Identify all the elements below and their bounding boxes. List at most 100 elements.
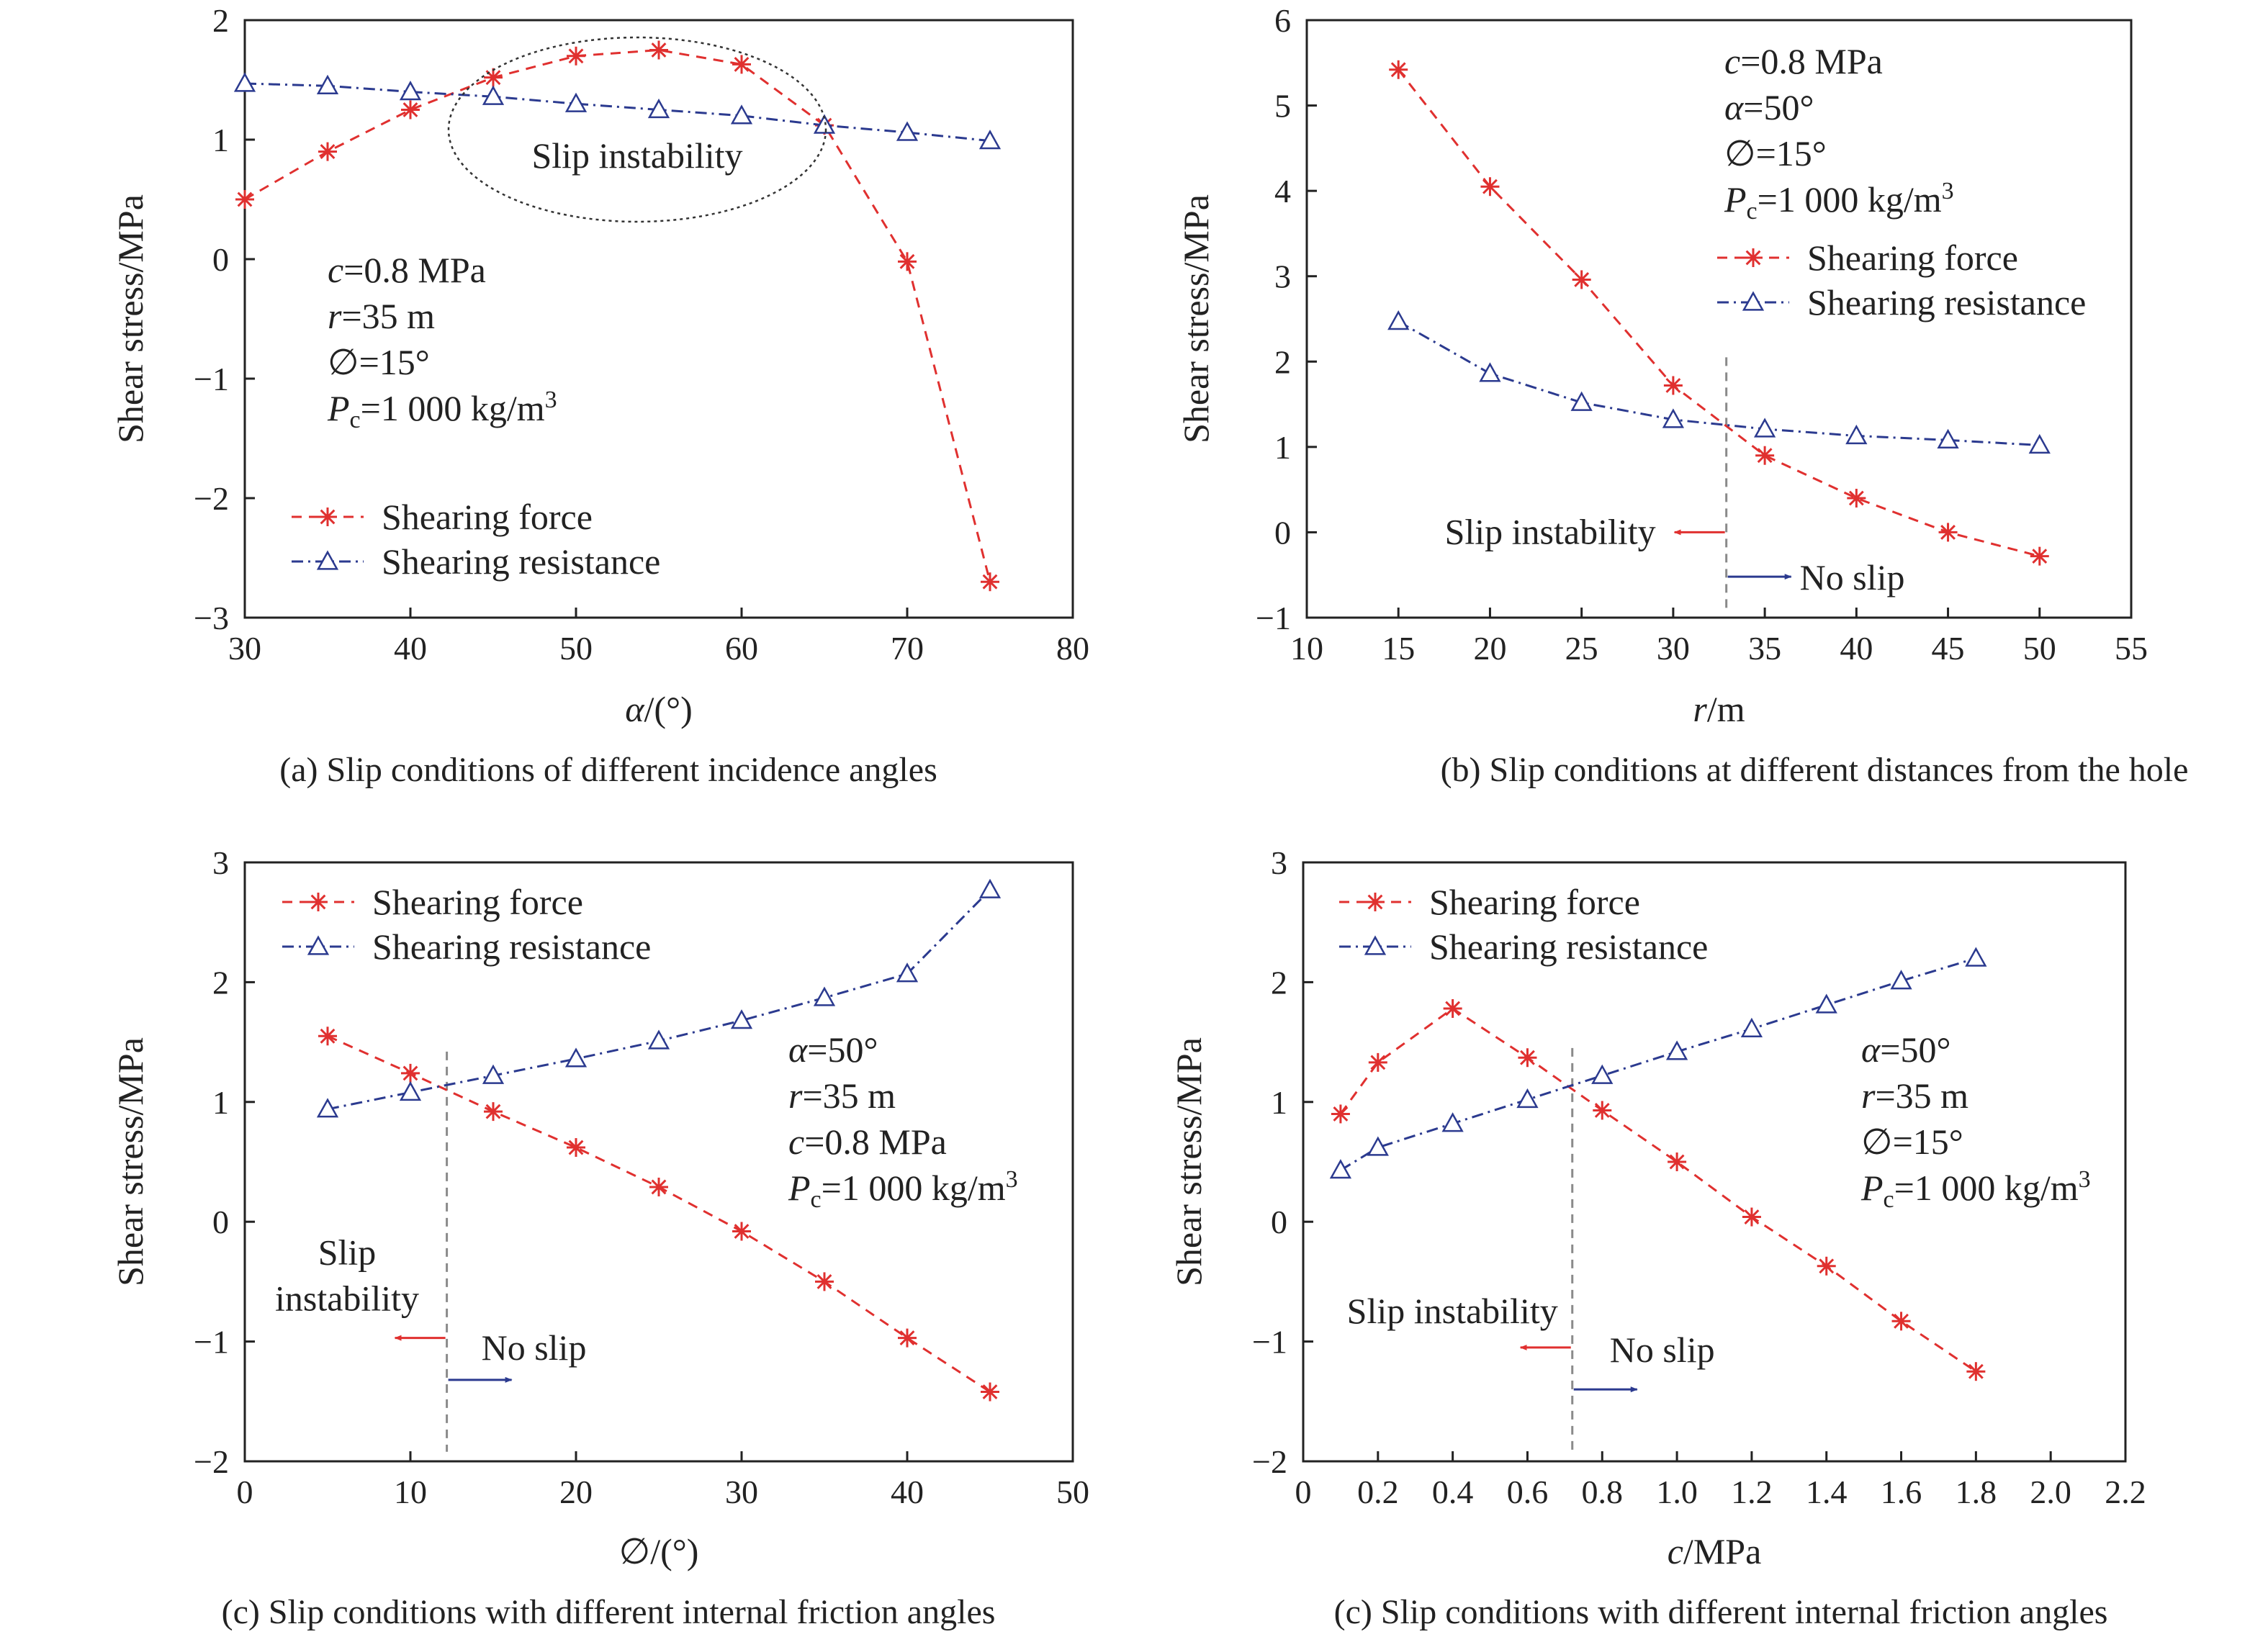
shearing-resistance-point [2028,433,2051,454]
shearing-resistance-point [1965,947,1987,967]
x-tick-label: 20 [1473,630,1506,667]
x-tick-label: 70 [891,630,924,667]
y-tick-label: −2 [194,480,229,517]
shearing-resistance-point [1890,970,1912,990]
marker-stroke [1968,1363,1984,1379]
plot-frame [1305,19,2133,619]
y-tick-label: −1 [194,1324,229,1361]
x-tick-label: 25 [1565,630,1598,667]
marker-stroke [1574,272,1590,287]
y-tick-label: 1 [1274,429,1291,466]
shearing-force-point [981,572,999,592]
x-axis-label: c/MPa [1668,1531,1762,1571]
y-tick-label: 1 [212,1084,229,1121]
shearing-force-point [401,100,420,119]
legend-resistance-marker [1364,935,1387,955]
shearing-resistance-point [1329,1159,1352,1179]
y-tick-label: 3 [1271,844,1287,881]
shearing-resistance-point [1441,1112,1464,1132]
marker-stroke [1940,525,1956,540]
shearing-resistance-line [244,82,991,143]
shearing-resistance-point [399,81,422,101]
shearing-force-point [1817,1256,1836,1276]
shearing-force-point [1331,1104,1350,1124]
shearing-resistance-point [978,130,1002,150]
x-tick-label: 60 [725,630,758,667]
shearing-resistance-point [399,1081,422,1101]
x-tick-label: 40 [891,1474,924,1510]
shearing-resistance-point [1662,408,1685,428]
x-tick-label: 30 [228,630,261,667]
shearing-resistance-point [1740,1017,1763,1037]
marker-stroke [1520,1050,1535,1065]
shearing-resistance-point [813,114,836,134]
shearing-force-point [1443,999,1462,1019]
x-tick-label: 55 [2115,630,2148,667]
legend-resistance-marker [1742,291,1765,311]
parameter-label: r=35 m [1861,1075,1968,1116]
shearing-resistance-point [647,1029,670,1050]
y-tick-label: 2 [212,2,229,39]
shearing-force-point [815,1272,834,1291]
shearing-force-point [898,1328,917,1348]
legend-force-label: Shearing force [372,882,583,922]
shearing-force-point [567,46,585,66]
marker-stroke [982,1384,998,1399]
panel-caption: (b) Slip conditions at different distanc… [1441,751,2189,789]
marker-stroke [320,1028,336,1044]
x-tick-label: 1.6 [1881,1474,1922,1510]
parameter-label: c=0.8 MPa [788,1122,947,1162]
y-tick-label: 0 [1271,1204,1287,1240]
legend-resistance-marker [316,550,339,570]
y-tick-label: 2 [212,964,229,1001]
y-tick-label: 2 [1274,343,1291,380]
shearing-resistance-point [564,1047,588,1068]
y-axis-label: Shear stress/MPa [110,194,150,443]
parameter-label: ∅=15° [1861,1122,1963,1162]
marker-stroke [651,1179,667,1195]
x-tick-label: 40 [394,630,427,667]
shearing-force-point [1966,1362,1986,1381]
y-tick-label: 2 [1271,964,1287,1001]
panel-caption: (a) Slip conditions of different inciden… [279,751,937,789]
y-tick-label: 1 [212,122,229,158]
legend-resistance-label: Shearing resistance [1429,926,1708,967]
y-tick-label: −2 [194,1443,229,1480]
shearing-force-point [1742,1207,1761,1227]
shearing-resistance-point [1665,1040,1688,1060]
panel-caption: (c) Slip conditions with different inter… [1334,1593,2108,1631]
shearing-force-point [1593,1101,1612,1120]
legend-force-marker [1366,893,1385,911]
x-tick-label: 2.2 [2105,1474,2146,1510]
parameter-label: r=35 m [328,296,435,336]
y-tick-label: −2 [1252,1443,1287,1480]
slip-instability-label: Slip instability [531,135,742,176]
legend-resistance-marker [307,935,330,955]
chart-a: 30 40 50 60 70 80 −3 −2 −1 0 1 2 Shear stress/MPa α/(… [110,2,1089,789]
shearing-force-point [1480,177,1500,197]
y-tick-label: 5 [1274,88,1291,125]
marker-stroke [1367,894,1383,910]
shearing-force-point [1847,489,1866,508]
legend-force-label: Shearing force [1807,238,2018,278]
y-tick-label: −1 [1252,1324,1287,1361]
marker-stroke [651,42,667,58]
x-tick-label: 2.0 [2030,1474,2071,1510]
x-tick-label: 10 [1290,630,1323,667]
shearing-resistance-point [1753,418,1776,438]
shearing-force-point [2030,546,2049,566]
x-tick-label: 0.4 [1432,1474,1474,1510]
x-tick-label: 1.2 [1731,1474,1773,1510]
shearing-force-point [567,1138,585,1158]
x-tick-label: 40 [1840,630,1873,667]
marker-stroke [485,70,501,86]
marker-stroke [402,1065,418,1081]
shearing-force-point [401,1063,420,1083]
marker-stroke [899,253,915,269]
shearing-force-point [1668,1152,1687,1171]
x-tick-label: 50 [559,630,593,667]
shearing-resistance-point [1479,362,1501,382]
shearing-force-line [1339,1007,1977,1373]
